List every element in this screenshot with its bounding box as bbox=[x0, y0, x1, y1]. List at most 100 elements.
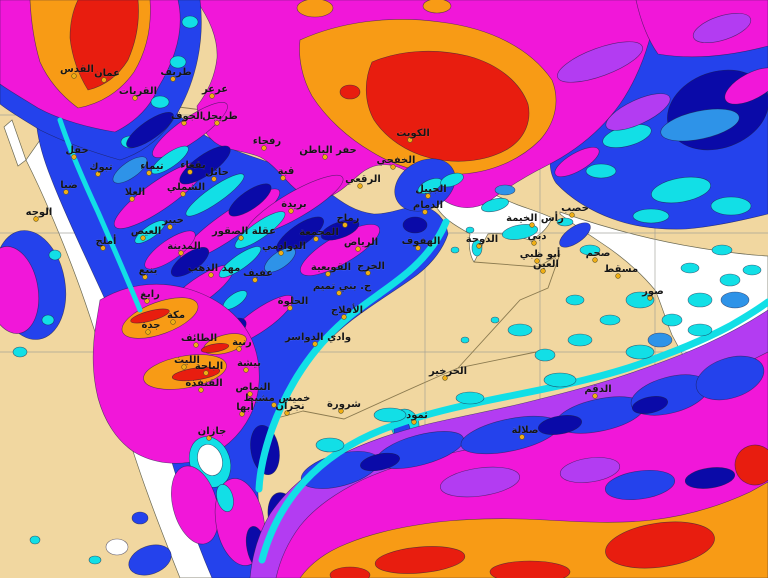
city-dot bbox=[280, 175, 286, 181]
city-label: العيص bbox=[131, 226, 162, 237]
city-marker: القويعية bbox=[311, 262, 351, 277]
city-marker: الشملي bbox=[167, 182, 205, 197]
city-label: الكويت bbox=[396, 128, 430, 139]
city-marker: المجمعة bbox=[299, 227, 339, 242]
city-dot bbox=[442, 375, 448, 381]
city-marker: القريات bbox=[119, 86, 157, 101]
city-label: صور bbox=[641, 286, 664, 297]
city-dot bbox=[342, 222, 348, 228]
city-dot bbox=[336, 290, 342, 296]
city-marker: رنية bbox=[232, 337, 252, 352]
city-marker: أملج bbox=[95, 234, 117, 251]
city-marker: عرعر bbox=[201, 84, 228, 99]
city-marker: الجوف bbox=[171, 111, 203, 126]
city-label: مكة bbox=[167, 310, 185, 321]
city-dot bbox=[198, 387, 204, 393]
city-dot bbox=[239, 411, 245, 417]
city-dot bbox=[211, 176, 217, 182]
city-marker: العين bbox=[533, 259, 559, 274]
city-dot bbox=[71, 154, 77, 160]
south-band-blue-patches bbox=[300, 355, 765, 500]
city-label: الخرخير bbox=[428, 366, 467, 377]
city-dot bbox=[288, 208, 294, 214]
city-dot bbox=[236, 346, 242, 352]
city-marker: القنفذة bbox=[185, 378, 223, 393]
city-dot bbox=[271, 402, 277, 408]
city-label: الدوادمي bbox=[262, 241, 306, 252]
city-marker: وادي الدواسر bbox=[284, 332, 351, 347]
city-marker: عفيف bbox=[243, 268, 273, 283]
city-marker: خميس مشيط bbox=[243, 393, 311, 408]
city-label: رفحاء bbox=[253, 136, 282, 147]
city-label: الدقم bbox=[584, 384, 611, 395]
city-label: القويعية bbox=[311, 262, 351, 273]
city-label: مسقط bbox=[604, 264, 638, 275]
city-marker: مكة bbox=[167, 310, 185, 325]
city-dot bbox=[519, 434, 525, 440]
city-dot bbox=[206, 435, 212, 441]
city-label: جازان bbox=[198, 426, 227, 437]
city-dot bbox=[415, 245, 421, 251]
city-dot bbox=[313, 236, 319, 242]
city-label: وادي الدواسر bbox=[284, 332, 351, 343]
city-marker: الرقعي bbox=[345, 174, 381, 189]
city-label: الباحة bbox=[195, 361, 223, 372]
city-dot bbox=[252, 277, 258, 283]
city-label: الدمام bbox=[413, 200, 443, 211]
city-marker: الخفجي bbox=[376, 155, 416, 170]
city-marker: خصب bbox=[561, 203, 589, 218]
city-label: عفيف bbox=[243, 268, 273, 279]
city-marker: جدة bbox=[141, 320, 161, 335]
city-label: الوجه bbox=[26, 207, 53, 218]
city-label: خيبر bbox=[161, 215, 184, 226]
city-marker: رماح bbox=[336, 213, 360, 228]
city-marker: تيماء bbox=[140, 161, 164, 176]
city-marker: بيشة bbox=[237, 358, 261, 373]
band-cyan-fringe bbox=[255, 218, 450, 493]
city-marker: قبة bbox=[277, 166, 295, 181]
city-marker: ح. بني تميم bbox=[313, 281, 372, 296]
city-dot bbox=[140, 235, 146, 241]
city-marker: عقلة الصقور bbox=[211, 226, 276, 241]
city-label: عرعر bbox=[201, 84, 228, 95]
city-dot bbox=[243, 367, 249, 373]
city-marker: رفحاء bbox=[253, 136, 282, 151]
city-dot bbox=[569, 212, 575, 218]
city-marker: دبي bbox=[527, 231, 547, 246]
city-marker: حقل bbox=[65, 145, 89, 160]
city-label: العلا bbox=[125, 187, 145, 198]
city-marker: الرياض bbox=[344, 237, 378, 252]
city-marker: صور bbox=[641, 286, 664, 301]
city-marker: الحلوة bbox=[277, 296, 309, 311]
city-marker: مهد الذهب bbox=[187, 263, 241, 278]
city-dot bbox=[338, 408, 344, 414]
city-marker: الدقم bbox=[584, 384, 612, 399]
city-label: عمان bbox=[94, 68, 120, 79]
city-dot bbox=[357, 183, 363, 189]
city-label: النماص bbox=[235, 382, 270, 393]
city-dot bbox=[170, 76, 176, 82]
city-marker: الخرج bbox=[357, 261, 385, 276]
city-label: الليث bbox=[174, 355, 200, 366]
city-label: الرياض bbox=[344, 237, 378, 248]
city-dot bbox=[247, 391, 253, 397]
city-marker: الأفلاج bbox=[331, 303, 363, 320]
city-marker: طربجل bbox=[202, 111, 238, 126]
city-marker: صحم bbox=[585, 248, 611, 263]
city-dot bbox=[312, 341, 318, 347]
city-label: الشملي bbox=[167, 182, 205, 193]
city-label: صلالة bbox=[511, 425, 538, 436]
city-label: عقلة الصقور bbox=[211, 226, 276, 237]
city-dot bbox=[615, 273, 621, 279]
city-label: القنفذة bbox=[185, 378, 222, 389]
city-marker: ضبا bbox=[60, 180, 78, 195]
city-dot bbox=[132, 95, 138, 101]
city-marker: الدمام bbox=[413, 200, 443, 215]
city-label: ضبا bbox=[60, 180, 78, 191]
city-marker: الباحة bbox=[195, 361, 223, 376]
city-label: نجران bbox=[275, 401, 304, 412]
city-marker: أبو ظبي bbox=[519, 247, 561, 264]
city-dot bbox=[208, 272, 214, 278]
